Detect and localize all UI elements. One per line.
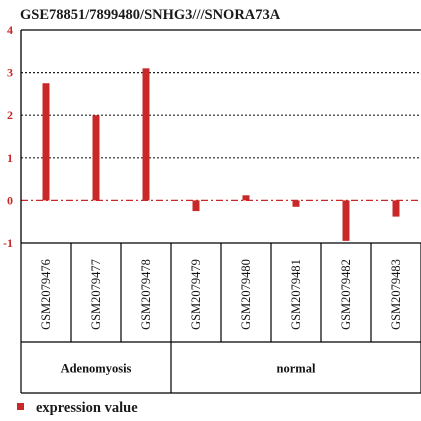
bar xyxy=(92,115,100,201)
x-tick-label: GSM2079479 xyxy=(189,259,203,330)
legend-swatch xyxy=(17,403,24,410)
legend-label: expression value xyxy=(36,400,138,416)
bar xyxy=(242,195,250,201)
x-tick-label: GSM2079478 xyxy=(139,259,153,330)
legend: expression value xyxy=(17,400,138,416)
x-tick-label: GSM2079476 xyxy=(39,259,53,330)
group-label: normal xyxy=(277,362,316,376)
y-tick-label: 1 xyxy=(7,151,13,165)
plot-bars xyxy=(42,68,400,241)
x-tick-label: GSM2079477 xyxy=(89,259,103,330)
y-tick-label: 4 xyxy=(7,23,13,37)
y-tick-label: 2 xyxy=(7,108,13,122)
y-axis: -1 0 1 2 3 4 xyxy=(3,23,13,250)
bar xyxy=(192,200,200,212)
plot-frame xyxy=(20,29,421,244)
x-tick-label: GSM2079482 xyxy=(339,259,353,330)
x-tick-label: GSM2079483 xyxy=(389,259,403,330)
bar xyxy=(142,68,150,201)
x-tick-label: GSM2079481 xyxy=(289,259,303,330)
bar xyxy=(342,200,350,241)
y-tick-label: -1 xyxy=(3,236,13,250)
y-tick-label: 3 xyxy=(7,66,13,80)
group-label: Adenomyosis xyxy=(61,362,132,376)
bar xyxy=(292,200,300,207)
bar xyxy=(42,83,50,201)
plot-gridlines xyxy=(21,71,421,159)
chart-title: GSE78851/7899480/SNHG3///SNORA73A xyxy=(20,7,281,23)
x-tick-label: GSM2079480 xyxy=(239,259,253,330)
y-tick-label: 0 xyxy=(7,193,13,207)
group-band: Adenomyosis normal xyxy=(20,342,421,394)
bar xyxy=(392,200,400,217)
x-axis-labels: GSM2079476 GSM2079477 GSM2079478 GSM2079479… xyxy=(20,243,421,343)
